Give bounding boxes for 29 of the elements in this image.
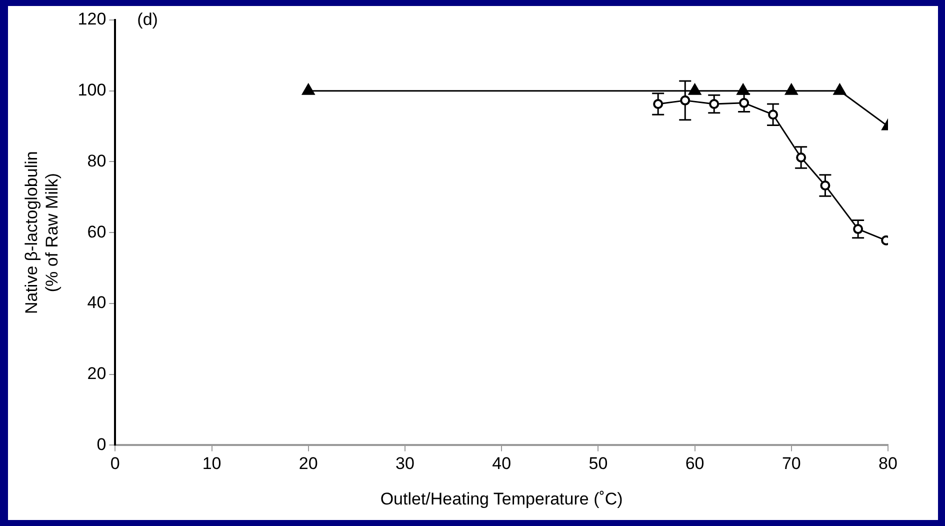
x-tick-label: 60 [685,454,704,474]
x-tick-label: 80 [878,454,898,474]
y-tick-label: 0 [96,434,106,454]
y-tick-label: 20 [87,364,106,384]
x-tick-label: 20 [298,454,318,474]
x-tick-label: 10 [202,454,222,474]
point [680,95,690,106]
x-tick-label: 40 [492,454,512,474]
x-tick-label: 0 [110,454,120,474]
annotation: (d) [137,10,158,30]
y-tick-label: 120 [78,10,106,29]
y-tick-label: 60 [87,222,106,242]
x-tick-label: 70 [782,454,801,474]
point [736,84,750,95]
y-tick-label: 80 [87,151,106,170]
point [820,180,830,190]
point [688,84,701,95]
y-axis-title: Native β-lactoglobulin (% of Raw Milk) [22,151,62,314]
x-tick-label: 30 [396,454,414,474]
point [796,152,806,162]
point [834,84,846,95]
y-tick-label: 100 [78,80,106,100]
point [653,98,664,109]
point [768,110,778,120]
x-axis-title: Outlet/Heating Temperature (˚C) [380,489,623,508]
point [302,84,315,95]
y-tick-label: 40 [87,293,106,312]
point [785,84,798,95]
x-tick-label: 50 [588,454,608,474]
